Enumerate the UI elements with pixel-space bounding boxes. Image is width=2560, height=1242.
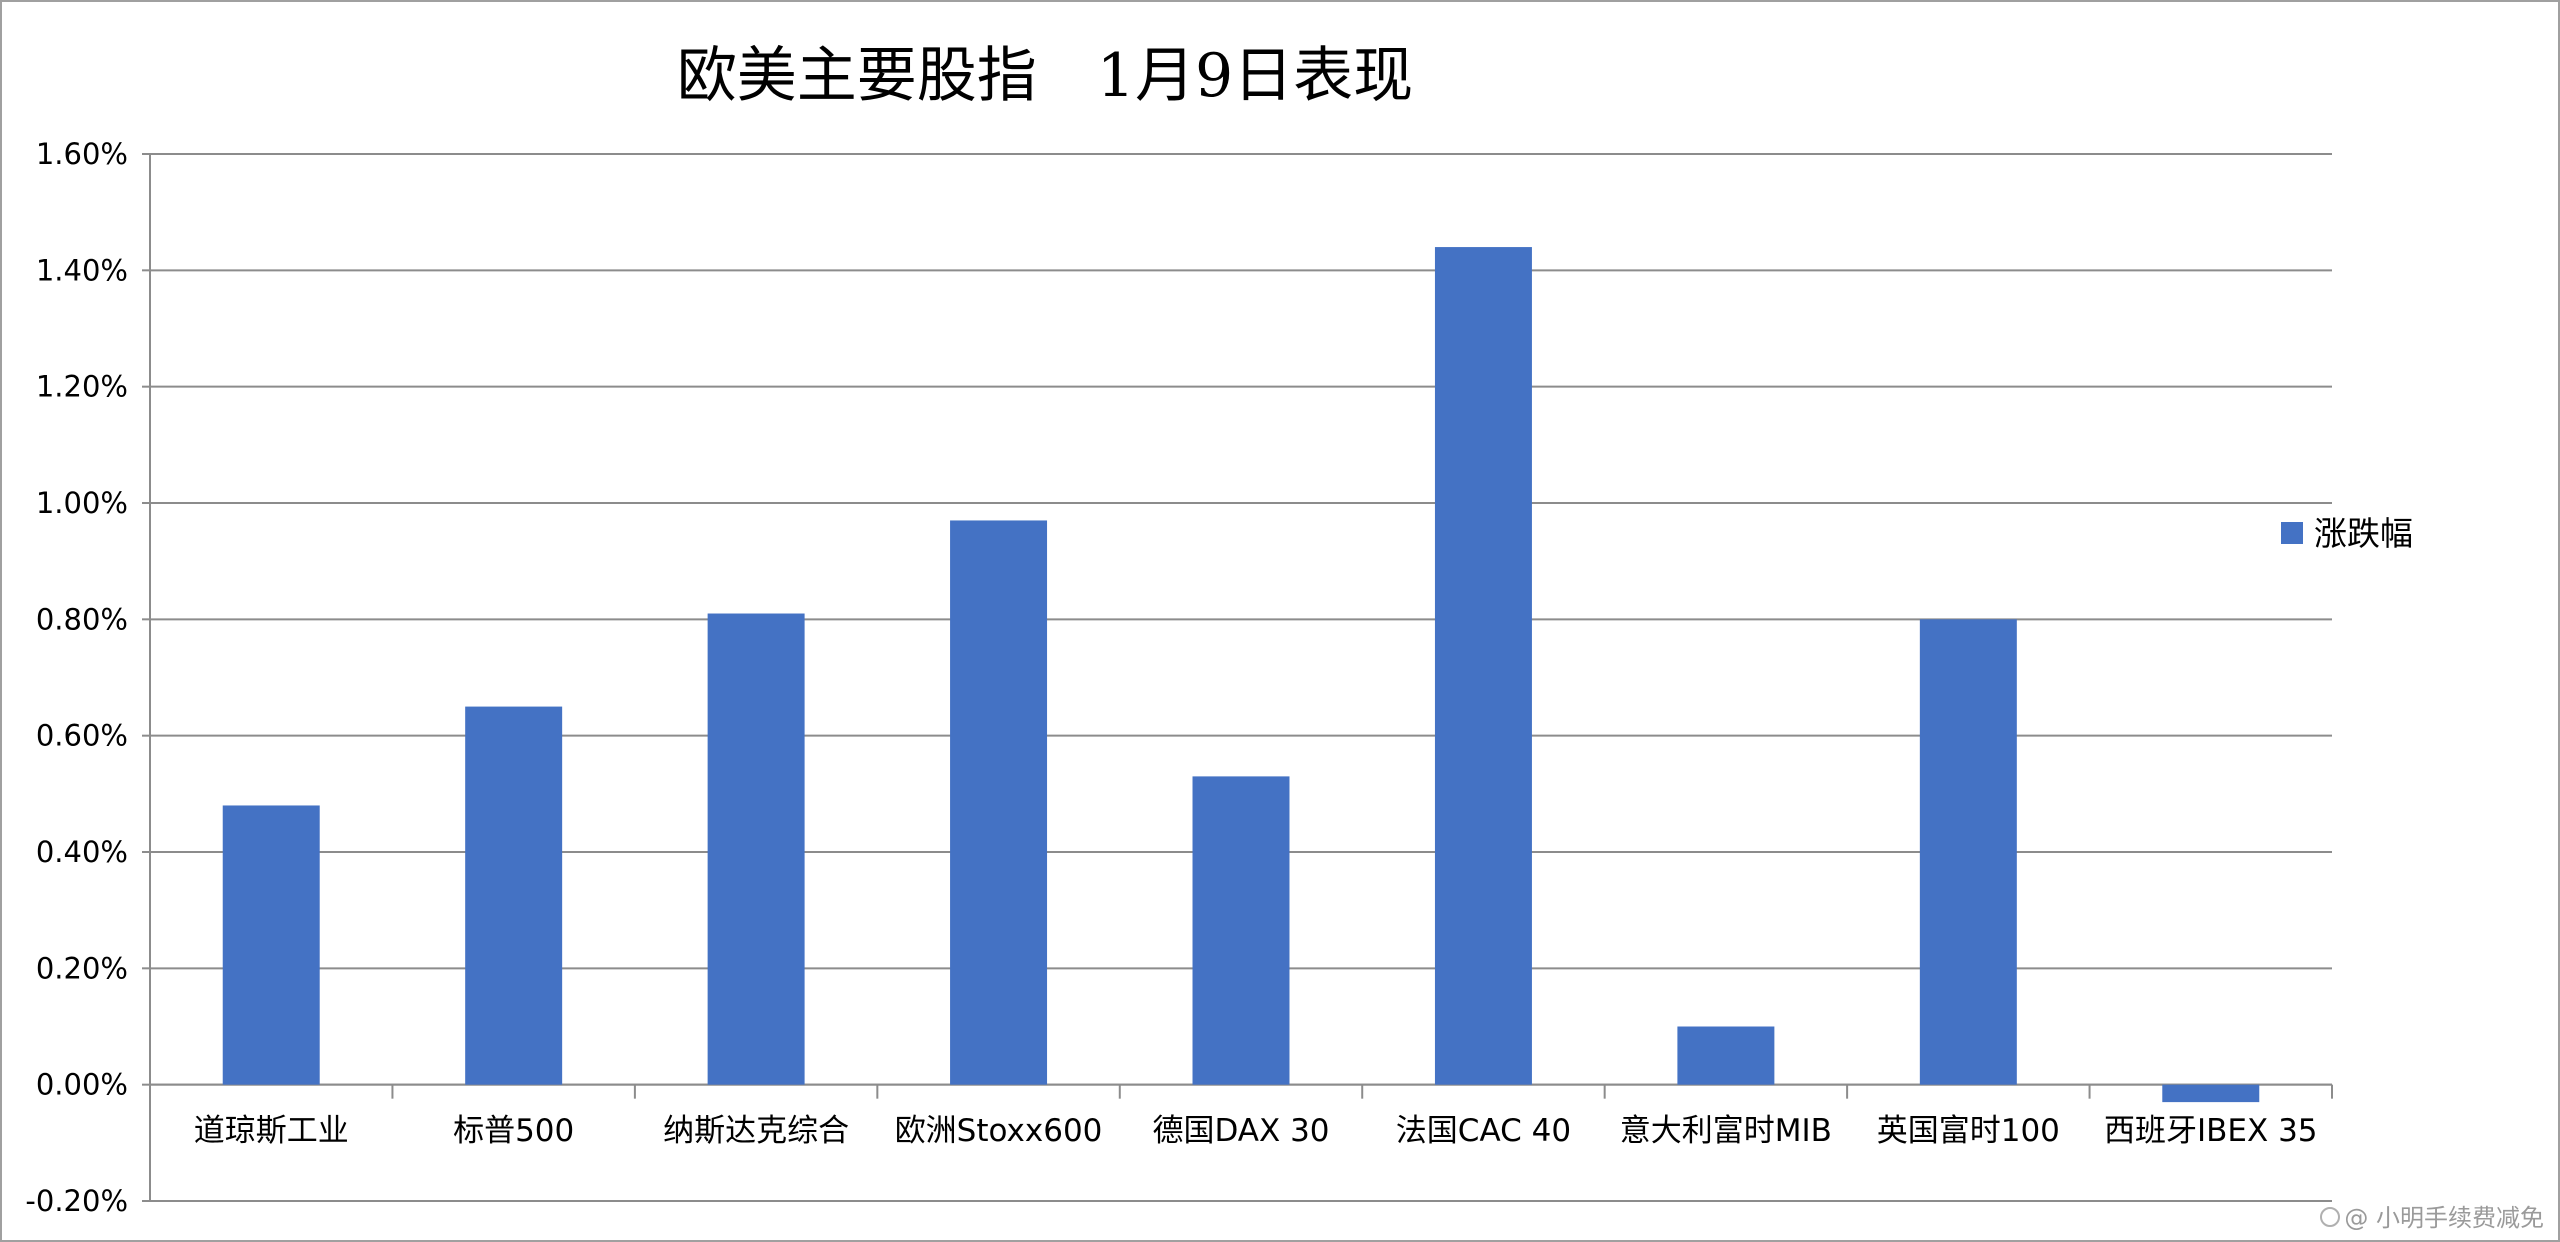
x-tick-label: 意大利富时MIB	[1620, 1113, 1832, 1149]
x-tick-label: 法国CAC 40	[1396, 1113, 1571, 1149]
x-tick-label: 英国富时100	[1877, 1113, 2060, 1149]
bar	[2162, 1084, 2260, 1103]
chart-title: 欧美主要股指 1月9日表现	[677, 41, 1413, 111]
y-tick-label: 0.60%	[36, 719, 128, 753]
y-tick-label: 1.00%	[36, 486, 128, 520]
x-tick-label: 欧洲Stoxx600	[895, 1113, 1103, 1149]
legend-label: 涨跌幅	[2314, 514, 2413, 553]
y-tick-label: 0.00%	[36, 1068, 128, 1102]
watermark-text: @ 小明手续费减免	[2344, 1204, 2544, 1232]
y-tick-label: 1.60%	[36, 137, 128, 171]
bar	[1677, 1026, 1775, 1085]
x-axis-tick-labels: 道琼斯工业 标普500 纳斯达克综合 欧洲Stoxx600 德国DAX 30 法国CAC …	[194, 1113, 2318, 1149]
bar	[222, 805, 320, 1085]
y-axis-tick-labels: -0.20% 0.00% 0.20% 0.40% 0.60% 0.80% 1.00% 1.20…	[25, 137, 128, 1218]
bar	[707, 613, 805, 1085]
x-tick-label: 标普500	[453, 1113, 574, 1149]
bar	[1919, 619, 2017, 1085]
x-tick-label: 西班牙IBEX 35	[2104, 1113, 2318, 1149]
legend-swatch	[2281, 522, 2303, 544]
x-tick-label: 德国DAX 30	[1152, 1113, 1329, 1149]
bar	[465, 706, 563, 1085]
y-tick-label: 0.80%	[36, 602, 128, 636]
bars	[222, 247, 2260, 1103]
watermark-logo-icon	[2320, 1207, 2340, 1227]
y-tick-label: 1.20%	[36, 370, 128, 404]
y-tick-label: 0.20%	[36, 951, 128, 985]
legend: 涨跌幅	[2281, 514, 2413, 553]
bar	[1192, 776, 1290, 1085]
x-tick-label: 道琼斯工业	[194, 1113, 349, 1149]
watermark: @ 小明手续费减免	[2320, 1204, 2544, 1232]
bar	[1434, 247, 1532, 1085]
y-tick-label: 1.40%	[36, 253, 128, 287]
bar	[950, 520, 1048, 1085]
y-tick-label: -0.20%	[25, 1184, 128, 1218]
y-tick-label: 0.40%	[36, 835, 128, 869]
x-tick-label: 纳斯达克综合	[663, 1113, 849, 1149]
